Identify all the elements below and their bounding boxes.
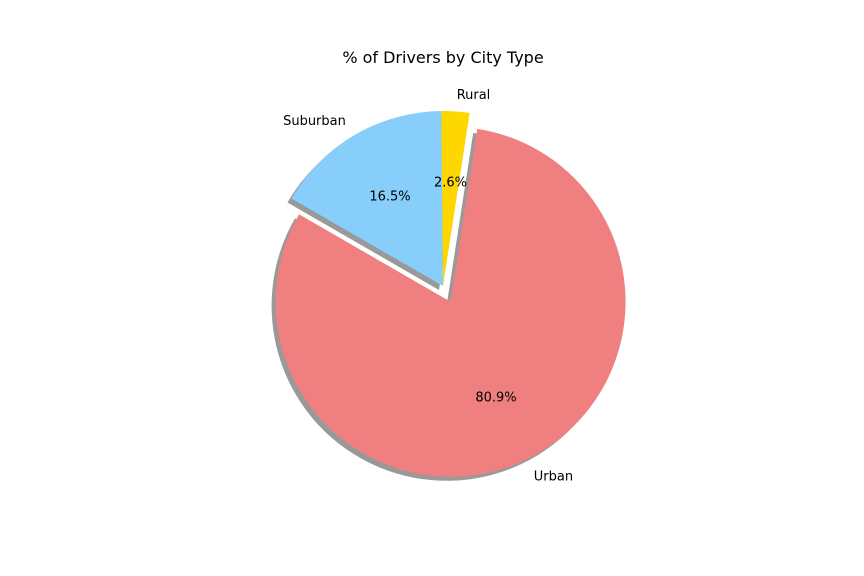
slice-label-rural: Rural — [457, 88, 491, 103]
slice-label-suburban: Suburban — [283, 114, 346, 129]
chart-title: % of Drivers by City Type — [342, 48, 543, 67]
slice-label-urban: Urban — [534, 469, 573, 484]
pct-label-urban: 80.9% — [475, 390, 516, 405]
pie-slice-urban — [275, 128, 626, 477]
pct-label-suburban: 16.5% — [369, 189, 410, 204]
pie-slice-suburban — [291, 111, 443, 286]
slice-layer — [275, 111, 626, 477]
pie-slice-rural — [441, 111, 470, 287]
label-layer: Urban 80.9% Rural 2.6% Suburban 16.5% — [283, 88, 573, 484]
pct-label-rural: 2.6% — [434, 175, 467, 190]
